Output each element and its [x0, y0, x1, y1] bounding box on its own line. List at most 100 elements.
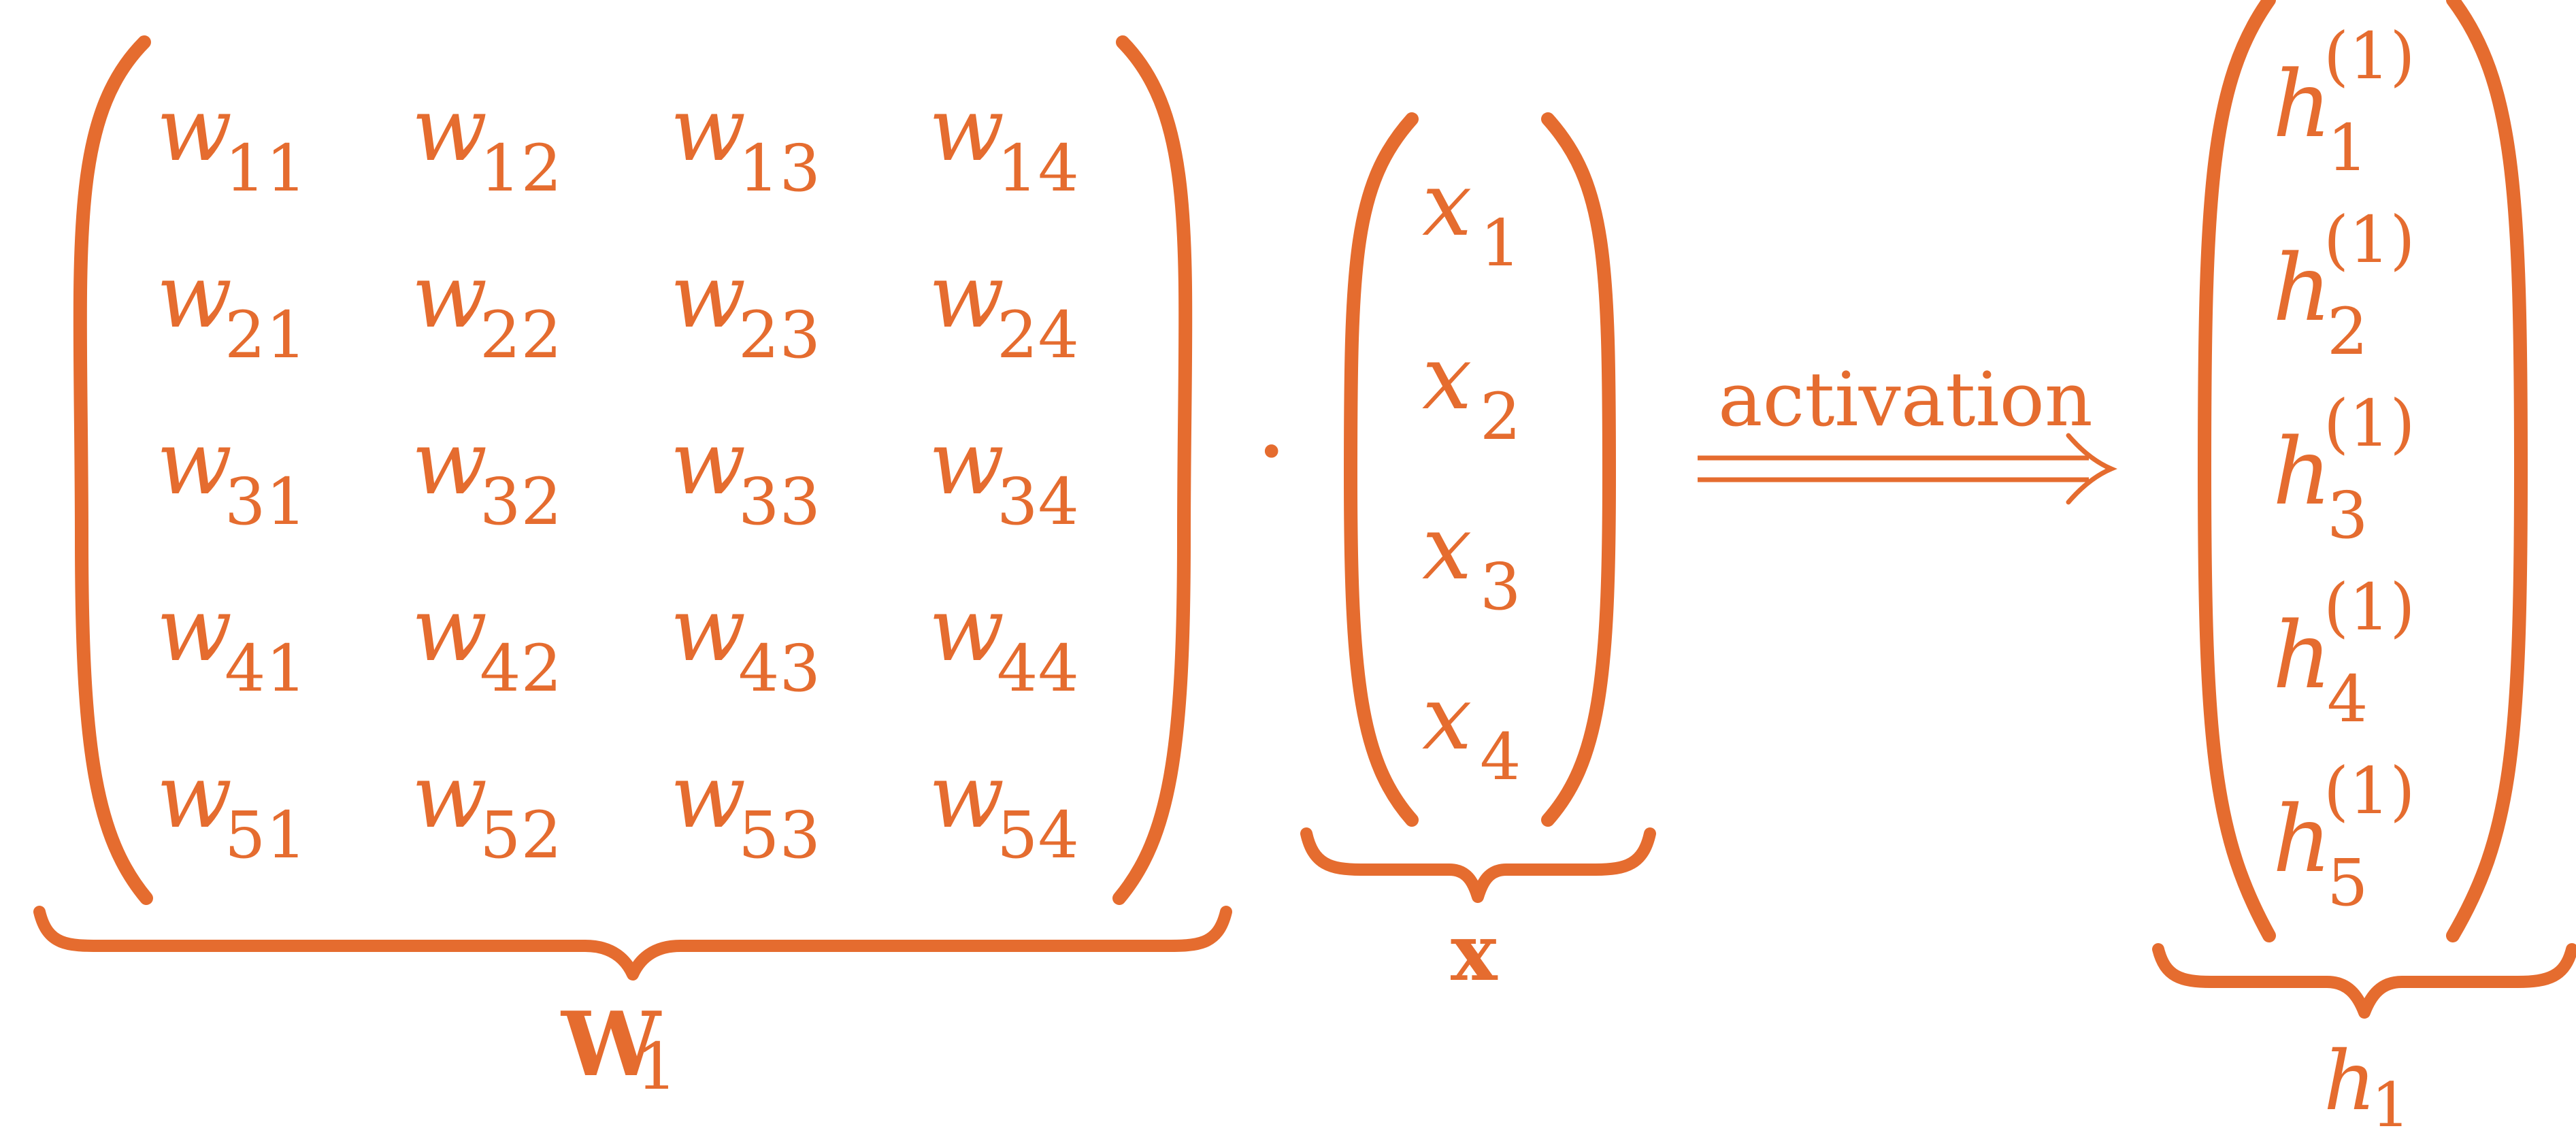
cell-base: w [156, 78, 232, 181]
cell-subscript: 43 [738, 631, 821, 706]
label-w1: W 1 [560, 992, 677, 1104]
cell-subscript: 31 [225, 465, 307, 540]
cell-base: w [929, 78, 1004, 181]
matrix-cell: w52 [412, 744, 562, 873]
matrix-cell: w34 [929, 411, 1079, 540]
cell-subscript: 13 [738, 131, 821, 206]
entry-superscript: (1) [2324, 19, 2415, 94]
entry-base: h [2273, 51, 2332, 158]
cell-base: w [670, 78, 746, 181]
dot-operator: · [1255, 393, 1288, 511]
cell-subscript: 52 [480, 798, 562, 873]
cell-subscript: 23 [738, 298, 821, 373]
cell-subscript: 54 [997, 798, 1079, 873]
entry-superscript: (1) [2324, 386, 2415, 461]
matrix-cell: w11 [156, 78, 307, 206]
label-w1-sub: 1 [636, 1030, 677, 1104]
cell-subscript: 22 [480, 298, 562, 373]
arrow-head [2066, 433, 2117, 505]
cell-base: w [929, 744, 1004, 848]
matrix-cell: w21 [156, 244, 307, 373]
cell-subscript: 33 [738, 465, 821, 540]
cell-subscript: 34 [997, 465, 1079, 540]
entry-base: x [1422, 496, 1472, 599]
matrix-cell: w24 [929, 244, 1079, 373]
vector-h-entry: h5 (1) [2273, 754, 2415, 921]
matrix-cell: w13 [670, 78, 821, 206]
matrix-cell: w42 [412, 578, 562, 706]
entry-subscript: 2 [2327, 295, 2368, 369]
cell-subscript: 14 [997, 131, 1079, 206]
cell-base: w [156, 578, 232, 681]
entry-subscript: 4 [1480, 720, 1521, 795]
arrow-label: activation [1718, 356, 2093, 443]
cell-subscript: 42 [480, 631, 562, 706]
matrix-cell: w44 [929, 578, 1079, 706]
label-w1-base: W [560, 992, 662, 1096]
entry-base: h [2273, 235, 2332, 342]
matrix-cell: w53 [670, 744, 821, 873]
underbrace-h [2152, 943, 2576, 1019]
matrix-cell: w22 [412, 244, 562, 373]
entry-subscript: 3 [2327, 478, 2368, 553]
matrix-cell: w51 [156, 744, 307, 873]
cell-subscript: 51 [225, 798, 307, 873]
left-paren-w [73, 35, 153, 905]
entry-superscript: (1) [2324, 203, 2415, 278]
left-paren-h [2197, 0, 2276, 942]
cell-base: w [156, 411, 232, 514]
underbrace-x [1300, 827, 1656, 903]
right-paren-x [1541, 112, 1617, 827]
vector-h-entry: h4 (1) [2273, 570, 2415, 737]
vector-x: x 1x 2x 3x 4 x [1300, 112, 1656, 999]
entry-subscript: 1 [1480, 206, 1521, 281]
cell-subscript: 41 [225, 631, 307, 706]
entry-subscript: 5 [2327, 846, 2368, 921]
cell-base: w [156, 744, 232, 848]
vector-h: h1(1)h2(1)h3(1)h4(1)h5(1) h 1 [2152, 0, 2576, 1135]
entry-subscript: 1 [2327, 111, 2368, 186]
cell-base: w [156, 244, 232, 348]
matrix-cell: w12 [412, 78, 562, 206]
cell-base: w [412, 244, 487, 348]
cell-subscript: 11 [225, 131, 307, 206]
entry-superscript: (1) [2324, 570, 2415, 645]
vector-h-entry: h2 (1) [2273, 203, 2415, 369]
cell-subscript: 12 [480, 131, 562, 206]
cell-base: w [670, 244, 746, 348]
label-h1-base: h [2324, 1034, 2376, 1129]
cell-subscript: 53 [738, 798, 821, 873]
entry-superscript: (1) [2324, 754, 2415, 829]
entry-base: x [1422, 326, 1472, 429]
matrix-cell: w54 [929, 744, 1079, 873]
cell-subscript: 32 [480, 465, 562, 540]
activation-arrow: activation [1698, 356, 2117, 505]
entry-subscript: 4 [2327, 662, 2368, 737]
cell-base: w [412, 578, 487, 681]
label-h1-sub: 1 [2371, 1070, 2410, 1135]
entry-base: h [2273, 786, 2332, 893]
matrix-cell: w33 [670, 411, 821, 540]
vector-h-entry: h3 (1) [2273, 386, 2415, 553]
cell-base: w [929, 244, 1004, 348]
matrix-cell: w23 [670, 244, 821, 373]
cell-base: w [670, 578, 746, 681]
cell-base: w [929, 411, 1004, 514]
matrix-cell: w14 [929, 78, 1079, 206]
vector-h-entry: h1 (1) [2273, 19, 2415, 186]
entry-subscript: 2 [1480, 380, 1521, 455]
entry-base: x [1422, 152, 1472, 256]
entry-subscript: 3 [1480, 550, 1521, 625]
cell-base: w [412, 744, 487, 848]
cell-subscript: 21 [225, 298, 307, 373]
right-paren-w [1112, 35, 1193, 905]
left-paren-x [1343, 112, 1419, 827]
entry-base: x [1422, 666, 1472, 770]
cell-base: w [412, 78, 487, 181]
